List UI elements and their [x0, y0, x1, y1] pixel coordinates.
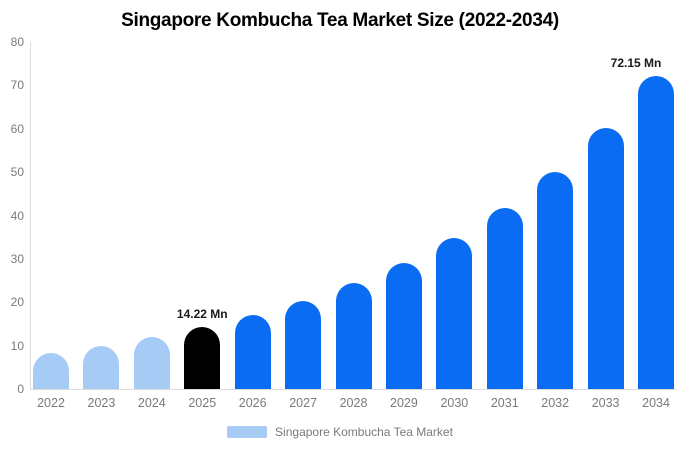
x-axis-label-2032: 2032 — [541, 396, 570, 410]
y-tick-label-30: 30 — [10, 251, 24, 266]
bar-2030[interactable] — [436, 237, 473, 389]
x-axis-label-2023: 2023 — [87, 396, 116, 410]
x-axis-label-2027: 2027 — [289, 396, 317, 410]
y-tick-label-80: 80 — [10, 35, 24, 49]
x-axis-label-2022: 2022 — [37, 396, 65, 410]
legend-swatch — [227, 426, 268, 438]
x-axis-label-2026: 2026 — [238, 396, 267, 410]
x-axis-label-2030: 2030 — [440, 396, 469, 410]
x-axis-label-2028: 2028 — [339, 396, 368, 410]
bar-2033[interactable] — [587, 128, 624, 389]
bar-2028[interactable] — [335, 283, 372, 389]
bar-2026[interactable] — [234, 315, 271, 389]
bar-2025[interactable] — [184, 327, 221, 389]
y-axis-line — [30, 42, 31, 389]
bar-value-label-2034: 72.15 Mn — [610, 56, 662, 71]
x-axis-label-2024: 2024 — [137, 396, 166, 410]
legend-label: Singapore Kombucha Tea Market — [275, 425, 453, 439]
bar-2031[interactable] — [486, 207, 523, 389]
y-tick-label-0: 0 — [17, 382, 24, 396]
y-tick-label-70: 70 — [10, 78, 24, 93]
y-tick-label-50: 50 — [10, 165, 24, 180]
x-axis-label-2025: 2025 — [188, 396, 217, 410]
y-tick-label-60: 60 — [10, 121, 24, 136]
legend-item[interactable]: Singapore Kombucha Tea Market — [0, 425, 680, 439]
bar-2023[interactable] — [83, 346, 120, 389]
bar-2034[interactable] — [638, 76, 675, 389]
y-tick-label-40: 40 — [10, 208, 24, 223]
bar-2027[interactable] — [285, 300, 322, 389]
x-axis-label-2033: 2033 — [591, 396, 620, 410]
chart-title: Singapore Kombucha Tea Market Size (2022… — [121, 10, 559, 31]
y-tick-label-20: 20 — [10, 295, 24, 310]
bar-2022[interactable] — [33, 352, 69, 389]
bar-2024[interactable] — [133, 337, 170, 389]
x-axis-label-2029: 2029 — [390, 396, 418, 410]
x-axis-label-2034: 2034 — [642, 396, 670, 410]
bar-2029[interactable] — [385, 262, 422, 389]
x-axis-line — [30, 389, 677, 390]
x-axis-label-2031: 2031 — [490, 396, 519, 410]
y-tick-label-10: 10 — [10, 338, 24, 353]
bar-2032[interactable] — [537, 171, 574, 389]
bar-value-label-2025: 14.22 Mn — [176, 307, 228, 322]
